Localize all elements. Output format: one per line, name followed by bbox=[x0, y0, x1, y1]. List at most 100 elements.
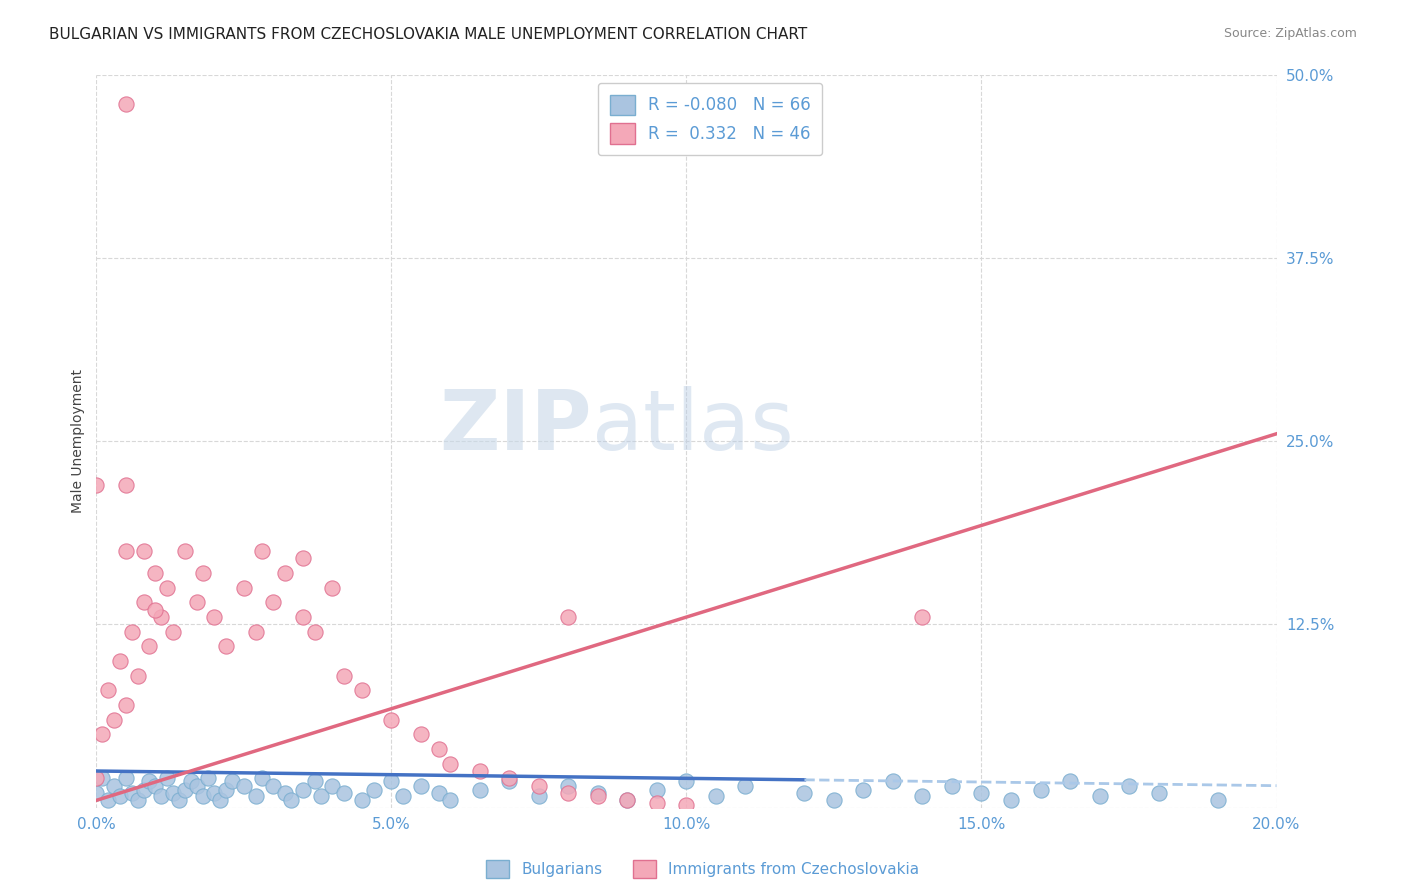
Point bbox=[143, 779, 166, 793]
Point bbox=[97, 793, 120, 807]
Legend: R = -0.080   N = 66, R =  0.332   N = 46: R = -0.080 N = 66, R = 0.332 N = 46 bbox=[598, 83, 823, 155]
Point bbox=[1088, 789, 1111, 803]
Point bbox=[115, 698, 138, 712]
Point bbox=[180, 774, 202, 789]
Point bbox=[309, 789, 332, 803]
Point bbox=[427, 786, 450, 800]
Text: ZIP: ZIP bbox=[440, 386, 592, 467]
Text: Source: ZipAtlas.com: Source: ZipAtlas.com bbox=[1223, 27, 1357, 40]
Point bbox=[245, 789, 267, 803]
Point bbox=[132, 544, 155, 558]
Point bbox=[911, 789, 934, 803]
Point bbox=[156, 581, 179, 595]
Point bbox=[115, 772, 138, 786]
Point bbox=[557, 779, 579, 793]
Point bbox=[1206, 793, 1229, 807]
Point bbox=[232, 779, 254, 793]
Point bbox=[191, 789, 214, 803]
Point bbox=[91, 772, 114, 786]
Point bbox=[221, 774, 243, 789]
Point bbox=[150, 789, 173, 803]
Point bbox=[350, 683, 373, 698]
Point bbox=[291, 551, 314, 566]
Point bbox=[186, 779, 208, 793]
Point bbox=[209, 793, 232, 807]
Point bbox=[215, 783, 238, 797]
Point bbox=[291, 610, 314, 624]
Point bbox=[197, 772, 219, 786]
Point bbox=[616, 793, 638, 807]
Point bbox=[304, 624, 326, 639]
Point bbox=[162, 624, 184, 639]
Point bbox=[363, 783, 385, 797]
Point bbox=[121, 786, 143, 800]
Point bbox=[191, 566, 214, 580]
Point bbox=[941, 779, 963, 793]
Point bbox=[291, 783, 314, 797]
Point bbox=[321, 581, 343, 595]
Point bbox=[1147, 786, 1170, 800]
Point bbox=[350, 793, 373, 807]
Point bbox=[232, 581, 254, 595]
Point bbox=[333, 786, 356, 800]
Point bbox=[138, 774, 160, 789]
Point bbox=[86, 478, 108, 492]
Point bbox=[527, 779, 550, 793]
Point bbox=[245, 624, 267, 639]
Legend: Bulgarians, Immigrants from Czechoslovakia: Bulgarians, Immigrants from Czechoslovak… bbox=[481, 854, 925, 884]
Point bbox=[150, 610, 173, 624]
Point bbox=[439, 793, 461, 807]
Point bbox=[215, 640, 238, 654]
Point bbox=[793, 786, 815, 800]
Point bbox=[274, 786, 297, 800]
Point bbox=[173, 544, 195, 558]
Point bbox=[156, 772, 179, 786]
Point bbox=[202, 610, 225, 624]
Point bbox=[274, 566, 297, 580]
Point bbox=[115, 544, 138, 558]
Point bbox=[108, 789, 131, 803]
Point bbox=[675, 774, 697, 789]
Point bbox=[645, 797, 668, 811]
Point bbox=[132, 595, 155, 609]
Point bbox=[970, 786, 993, 800]
Y-axis label: Male Unemployment: Male Unemployment bbox=[72, 369, 86, 513]
Point bbox=[1059, 774, 1081, 789]
Point bbox=[498, 774, 520, 789]
Point bbox=[409, 727, 432, 741]
Point bbox=[103, 779, 125, 793]
Point bbox=[427, 742, 450, 756]
Point bbox=[121, 624, 143, 639]
Point bbox=[675, 797, 697, 812]
Point bbox=[586, 786, 609, 800]
Point bbox=[882, 774, 904, 789]
Point bbox=[91, 727, 114, 741]
Point bbox=[823, 793, 845, 807]
Point bbox=[173, 783, 195, 797]
Point bbox=[127, 669, 149, 683]
Point bbox=[333, 669, 356, 683]
Point bbox=[380, 713, 402, 727]
Text: atlas: atlas bbox=[592, 386, 794, 467]
Point bbox=[103, 713, 125, 727]
Point bbox=[1000, 793, 1022, 807]
Point bbox=[498, 772, 520, 786]
Point bbox=[97, 683, 120, 698]
Point bbox=[108, 654, 131, 668]
Point bbox=[86, 772, 108, 786]
Point bbox=[852, 783, 875, 797]
Point bbox=[439, 756, 461, 771]
Point bbox=[186, 595, 208, 609]
Point bbox=[380, 774, 402, 789]
Point bbox=[115, 478, 138, 492]
Point bbox=[1029, 783, 1052, 797]
Point bbox=[127, 793, 149, 807]
Point bbox=[250, 544, 273, 558]
Point bbox=[115, 96, 138, 111]
Point bbox=[167, 793, 190, 807]
Point bbox=[704, 789, 727, 803]
Point bbox=[645, 783, 668, 797]
Point bbox=[468, 764, 491, 778]
Point bbox=[392, 789, 415, 803]
Point bbox=[250, 772, 273, 786]
